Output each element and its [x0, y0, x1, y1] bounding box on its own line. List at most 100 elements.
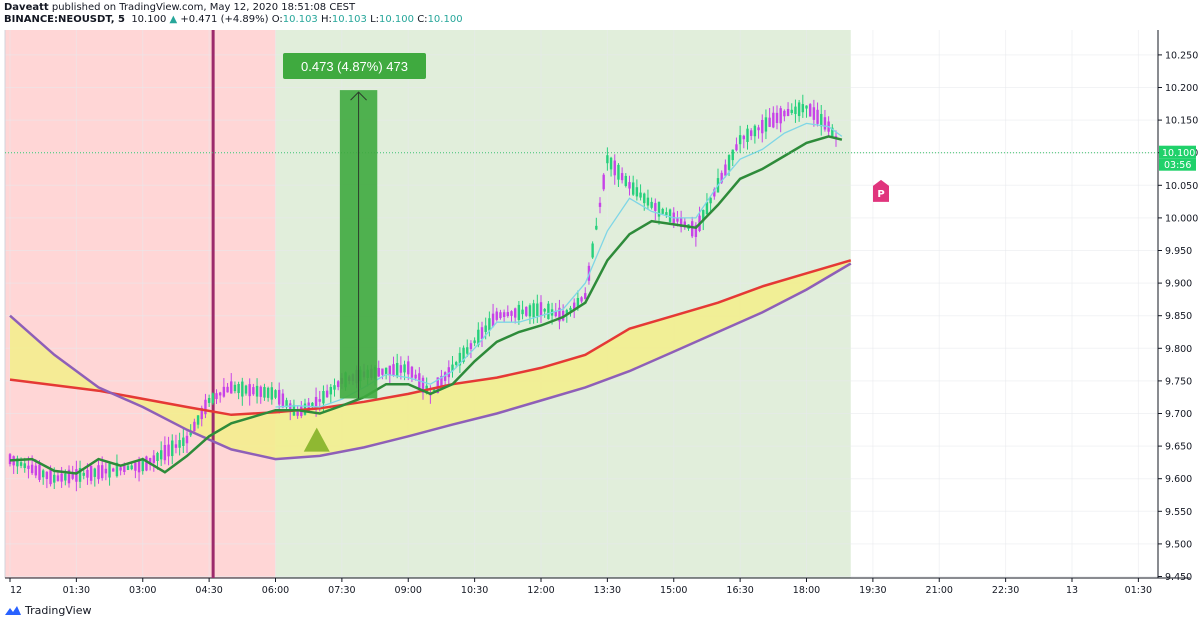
candle-body [204, 399, 207, 415]
candle-body [119, 467, 122, 471]
candle-body [694, 224, 698, 237]
candle-body [289, 403, 292, 411]
pivot-marker-label: P [877, 189, 884, 200]
candle-body [255, 385, 259, 397]
candle-body [727, 155, 731, 170]
candle-body [266, 387, 270, 398]
y-tick-label: 9.900 [1165, 279, 1192, 290]
candle-body [336, 381, 340, 388]
y-tick-label: 9.450 [1165, 572, 1192, 583]
candle-body [178, 440, 181, 448]
candle-body [82, 472, 85, 476]
candle-body [469, 343, 473, 350]
candle-body [432, 388, 436, 391]
candle-body [613, 160, 616, 176]
candle-body [440, 375, 443, 386]
candle-body [521, 309, 524, 315]
author-name[interactable]: Daveatt [4, 2, 49, 13]
y-tick-label: 9.850 [1165, 311, 1192, 322]
candle-body [451, 364, 454, 372]
tradingview-logo-icon[interactable] [4, 605, 22, 617]
x-tick-label: 22:30 [992, 585, 1019, 596]
candle-body [270, 387, 274, 400]
candle-body [513, 308, 517, 318]
candle-body [812, 107, 816, 120]
candle-body [491, 313, 495, 327]
candle-body [488, 318, 491, 331]
candle-body [259, 386, 262, 397]
candle-body [783, 110, 786, 117]
candle-body [576, 297, 580, 308]
candle-body [808, 104, 812, 117]
price-change: +0.471 (+4.89%) [180, 14, 269, 25]
candle-body [620, 173, 624, 181]
y-tick-label: 10.200 [1165, 83, 1198, 94]
candle-body [820, 113, 823, 127]
x-tick-label: 06:00 [262, 585, 289, 596]
candle-body [650, 201, 653, 208]
x-tick-label: 16:30 [726, 585, 753, 596]
candle-body [436, 377, 439, 394]
candle-body [746, 128, 749, 142]
candle-body [473, 340, 476, 344]
candle-body [502, 312, 506, 318]
x-tick-label: 04:30 [195, 585, 222, 596]
symbol-name[interactable]: BINANCE:NEOUSDT, 5 [4, 14, 125, 25]
candle-body [277, 389, 281, 405]
candle-body [646, 197, 650, 206]
y-tick-label: 9.750 [1165, 376, 1192, 387]
candle-body [322, 390, 325, 404]
high-value: 10.103 [331, 14, 367, 25]
ema-green-line [9, 135, 843, 475]
candle-body [532, 303, 535, 318]
candle-body [171, 440, 174, 457]
candle-body [661, 208, 664, 214]
y-tick-label: 9.950 [1165, 246, 1192, 257]
candle-body [226, 386, 229, 393]
candle-body [591, 243, 594, 258]
candle-body [831, 127, 834, 137]
candle-body [779, 108, 782, 124]
symbol-legend: BINANCE:NEOUSDT, 5 10.100 ▲ +0.471 (+4.8… [4, 14, 463, 25]
candle-body [447, 367, 451, 378]
candle-body [233, 384, 237, 392]
y-tick-label: 9.650 [1165, 442, 1192, 453]
candle-body [53, 474, 56, 483]
candle-body [8, 454, 12, 465]
ema-band-fill [10, 260, 851, 460]
candle-body [152, 455, 156, 463]
candle-body [45, 471, 49, 480]
candle-body [823, 117, 827, 130]
countdown-box [1159, 158, 1196, 171]
candle-body [285, 400, 288, 408]
candle-body [392, 364, 395, 376]
candle-body [200, 407, 203, 420]
candle-body [89, 465, 93, 481]
candle-body [23, 463, 26, 468]
candle-body [639, 192, 642, 198]
candle-body [539, 302, 543, 317]
candle-body [141, 460, 144, 472]
candle-body [543, 308, 546, 312]
candle-body [248, 384, 251, 397]
candle-body [705, 202, 709, 215]
candle-body [222, 386, 226, 397]
candle-body [790, 109, 793, 114]
ema-purple-line [9, 262, 852, 461]
y-tick-label: 10.000 [1165, 213, 1198, 224]
candle-body [569, 307, 572, 311]
measure-label: 0.473 (4.87%) 473 [301, 59, 408, 74]
candle-body [296, 411, 299, 416]
candle-body [329, 386, 333, 395]
candle-body [112, 468, 115, 472]
brand-name[interactable]: TradingView [25, 604, 92, 617]
y-tick-label: 9.800 [1165, 344, 1192, 355]
candle-body [159, 450, 163, 460]
x-tick-label: 10:30 [461, 585, 488, 596]
x-tick-label: 18:00 [793, 585, 820, 596]
candle-body [554, 310, 557, 317]
candle-body [215, 393, 218, 400]
candle-body [333, 385, 336, 390]
signal-triangle-icon [303, 427, 330, 452]
